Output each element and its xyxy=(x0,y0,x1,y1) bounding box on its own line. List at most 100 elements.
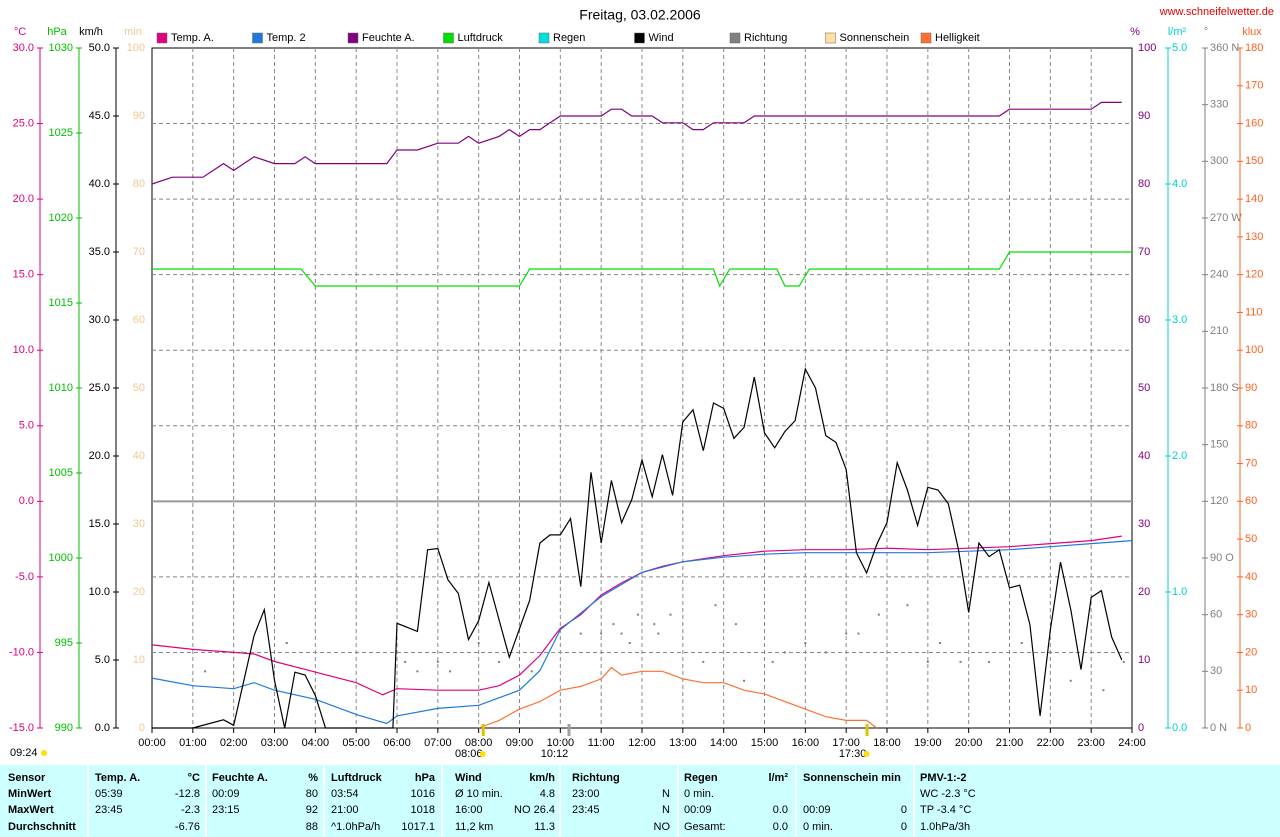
direction-dot xyxy=(600,632,603,635)
direction-dot xyxy=(1049,651,1052,654)
x-tick-label: 15:00 xyxy=(751,737,779,749)
y-tick-label: 180 xyxy=(1245,42,1263,54)
legend-label: Temp. 2 xyxy=(267,32,306,44)
table-cell: 00:09 xyxy=(684,804,712,816)
direction-dot xyxy=(1102,689,1105,692)
y-tick-label: 5.0 xyxy=(95,654,110,666)
y-tick-label: 15.0 xyxy=(89,518,110,530)
table-cell: % xyxy=(308,772,318,784)
legend-swatch xyxy=(156,32,168,44)
y-tick-label: 80 xyxy=(1138,178,1150,190)
x-tick-label: 17:00 xyxy=(832,737,860,749)
y-tick-label: 270 W xyxy=(1210,212,1242,224)
table-cell: 0 xyxy=(901,804,907,816)
legend-label: Wind xyxy=(649,32,674,44)
y-tick-label: 300 xyxy=(1210,155,1228,167)
y-tick-label: 30 xyxy=(1210,665,1222,677)
y-tick-label: 0.0 xyxy=(95,722,110,734)
legend-swatch xyxy=(729,32,741,44)
y-tick-label: 150 xyxy=(1245,155,1263,167)
table-cell: Richtung xyxy=(572,772,620,784)
y-tick-label: 10 xyxy=(1245,684,1257,696)
table-cell: 03:54 xyxy=(331,788,359,800)
direction-dot xyxy=(240,651,243,654)
axis-title: ° xyxy=(1204,26,1208,38)
y-tick-label: 0 xyxy=(1138,722,1144,734)
y-tick-label: 10 xyxy=(133,654,145,666)
footer-time: 09:24 xyxy=(10,747,38,759)
direction-dot xyxy=(734,623,737,626)
y-tick-label: 2.0 xyxy=(1172,450,1187,462)
table-cell: 1017.1 xyxy=(401,821,435,833)
y-tick-label: 50.0 xyxy=(89,42,110,54)
y-tick-label: 995 xyxy=(55,637,73,649)
y-tick-label: 1025 xyxy=(49,127,73,139)
table-cell: Sonnenschein min xyxy=(803,772,901,784)
table-cell: 88 xyxy=(306,821,318,833)
direction-dot xyxy=(404,660,407,663)
y-tick-label: 3.0 xyxy=(1172,314,1187,326)
y-tick-label: 130 xyxy=(1245,231,1263,243)
direction-dot xyxy=(959,660,962,663)
table-cell: N xyxy=(662,788,670,800)
annotation-label: 10:12 xyxy=(541,748,569,760)
direction-dot xyxy=(845,632,848,635)
table-cell: Regen xyxy=(684,772,718,784)
y-tick-label: 20 xyxy=(1245,646,1257,658)
y-tick-label: 5.0 xyxy=(19,420,34,432)
annotation-marker xyxy=(865,724,869,736)
x-tick-label: 08:00 xyxy=(465,737,493,749)
y-tick-label: 20.0 xyxy=(13,193,34,205)
table-cell: -12.8 xyxy=(175,788,200,800)
y-tick-label: 70 xyxy=(1245,457,1257,469)
legend-label: Richtung xyxy=(744,32,787,44)
direction-dot xyxy=(926,660,929,663)
y-tick-label: 110 xyxy=(1245,306,1263,318)
table-cell: 23:00 xyxy=(572,788,600,800)
legend-swatch xyxy=(634,32,645,44)
table-cell: 23:45 xyxy=(572,804,600,816)
table-cell: hPa xyxy=(415,772,436,784)
table-cell: Ø 10 min. xyxy=(455,788,503,800)
y-tick-label: 1.0 xyxy=(1172,586,1187,598)
table-cell: 80 xyxy=(306,788,318,800)
direction-dot xyxy=(783,651,786,654)
table-cell: 00:09 xyxy=(212,788,240,800)
x-tick-label: 01:00 xyxy=(179,737,207,749)
direction-dot xyxy=(669,613,672,616)
direction-dot xyxy=(877,613,880,616)
y-tick-label: 35.0 xyxy=(89,246,110,258)
y-tick-label: 5.0 xyxy=(1172,42,1187,54)
y-tick-label: 80 xyxy=(1245,420,1257,432)
legend-swatch xyxy=(252,32,263,44)
table-cell: km/h xyxy=(529,772,555,784)
y-tick-label: 30 xyxy=(1138,518,1150,530)
legend-swatch xyxy=(538,32,550,44)
direction-dot xyxy=(579,632,582,635)
legend-label: Feuchte A. xyxy=(362,32,415,44)
y-tick-label: 140 xyxy=(1245,193,1263,205)
annotation-label: 08:06 xyxy=(455,748,483,760)
direction-dot xyxy=(657,632,660,635)
x-tick-label: 22:00 xyxy=(1037,737,1065,749)
table-cell: 4.8 xyxy=(540,788,555,800)
sun-icon xyxy=(479,751,486,757)
table-cell: NO 26.4 xyxy=(514,804,555,816)
x-tick-label: 06:00 xyxy=(383,737,411,749)
y-tick-label: 210 xyxy=(1210,325,1228,337)
y-tick-label: 1000 xyxy=(49,552,73,564)
direction-dot xyxy=(653,623,656,626)
direction-dot xyxy=(636,613,639,616)
table-cell: 0.0 xyxy=(773,821,788,833)
y-tick-label: 20.0 xyxy=(89,450,110,462)
direction-dot xyxy=(620,632,623,635)
x-tick-label: 10:00 xyxy=(547,737,575,749)
table-cell: ^1.0hPa/h xyxy=(331,821,380,833)
y-tick-label: 25.0 xyxy=(13,117,34,129)
x-tick-label: 24:00 xyxy=(1118,737,1146,749)
sun-icon xyxy=(41,750,47,756)
direction-dot xyxy=(857,632,860,635)
table-cell: MaxWert xyxy=(8,804,54,816)
table-cell: 0 xyxy=(901,821,907,833)
